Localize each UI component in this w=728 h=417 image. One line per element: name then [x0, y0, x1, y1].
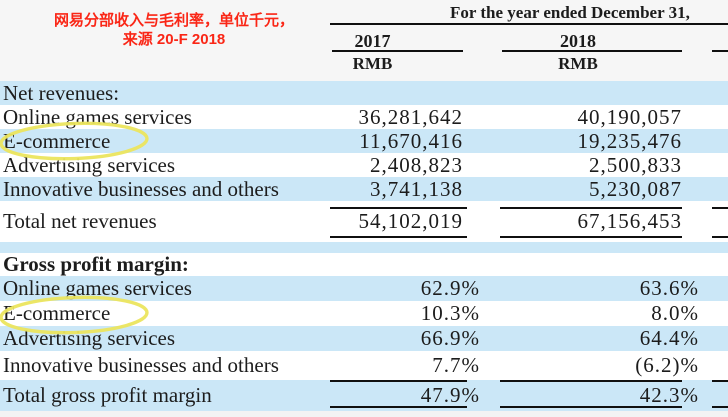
margin-total-topline-2018: [500, 380, 682, 382]
table-row: Advertising services 66.9% 64.4%: [0, 326, 728, 351]
table-row: Innovative businesses and others 7.7% (6…: [0, 351, 728, 380]
annotation-line-1: 网易分部收入与毛利率，单位千元，: [53, 12, 294, 29]
row-label: E-commerce: [3, 128, 111, 153]
value-2017: 47.9%: [420, 383, 480, 407]
row-label: Innovative businesses and others: [3, 176, 279, 201]
period-title-rule: [330, 23, 728, 25]
value-2018: 19,235,476: [577, 128, 682, 153]
total-gross-profit-margin-row: Total gross profit margin 47.9% 42.3%: [0, 380, 728, 411]
value-2018: 8.0%: [651, 301, 699, 325]
value-2018: 63.6%: [639, 276, 699, 300]
value-2017: 7.7%: [432, 353, 480, 377]
year-label-2017: 2017: [354, 31, 391, 51]
currency-label-2018: RMB: [558, 54, 598, 73]
value-2017: 11,670,416: [359, 128, 463, 153]
net-revenues-heading-row: Net revenues:: [0, 81, 728, 105]
value-2018: 40,190,057: [577, 104, 682, 129]
annotation-line-2: 来源 20-F 2018: [122, 31, 226, 48]
table-row: Advertising services 2,408,823 2,500,833: [0, 153, 728, 177]
gross-profit-margin-heading-row: Gross profit margin:: [0, 252, 728, 276]
value-2017: 54,102,019: [358, 209, 463, 233]
value-2017: 36,281,642: [358, 104, 463, 129]
row-label: E-commerce: [3, 301, 111, 325]
value-2018: 67,156,453: [577, 209, 682, 233]
row-label: Online games services: [3, 276, 192, 300]
currency-label-2017: RMB: [352, 54, 393, 73]
value-2018: 64.4%: [639, 326, 699, 350]
total-topline-fragment: [712, 207, 728, 209]
margin-total-underline-2017: [330, 406, 467, 408]
row-label: Advertising services: [3, 326, 176, 350]
table-row: Online games services 62.9% 63.6%: [0, 276, 728, 301]
margin-total-topline-2017: [330, 380, 467, 382]
value-2017: 3,741,138: [370, 176, 463, 201]
value-2018: 42.3%: [639, 383, 699, 407]
total-underline-fragment: [712, 236, 728, 238]
annotation-note: 网易分部收入与毛利率，单位千元， 来源 20-F 2018: [35, 11, 313, 49]
section-heading: Net revenues:: [3, 80, 120, 105]
year-rule-next-column-fragment: [712, 50, 728, 52]
table-row: E-commerce 10.3% 8.0%: [0, 301, 728, 326]
value-2017: 62.9%: [420, 276, 480, 300]
row-label: Online games services: [3, 104, 192, 129]
table-row: Innovative businesses and others 3,741,1…: [0, 177, 728, 201]
header-band: [0, 0, 728, 81]
footer-band: [0, 411, 728, 417]
total-topline-2017: [330, 207, 467, 209]
total-net-revenues-row: Total net revenues 54,102,019 67,156,453: [0, 201, 728, 242]
value-2017: 10.3%: [420, 301, 480, 325]
table-row: Online games services 36,281,642 40,190,…: [0, 105, 728, 129]
total-topline-2018: [500, 207, 682, 209]
margin-total-underline-fragment: [712, 406, 728, 408]
row-label: Total gross profit margin: [3, 383, 212, 407]
margin-total-underline-2018: [500, 406, 682, 408]
value-2018: (6.2)%: [635, 353, 699, 377]
spacer-row: [0, 242, 728, 253]
row-label: Advertising services: [3, 152, 176, 177]
section-gross-profit-margin: Gross profit margin: Online games servic…: [0, 252, 728, 411]
year-rule-2018: [502, 50, 682, 52]
value-2018: 2,500,833: [589, 152, 682, 177]
value-2018: 5,230,087: [589, 176, 682, 201]
row-label: Total net revenues: [3, 209, 157, 233]
year-rule-2017: [332, 50, 463, 52]
period-title: For the year ended December 31,: [450, 3, 690, 22]
value-2017: 66.9%: [420, 326, 480, 350]
table-row: E-commerce 11,670,416 19,235,476: [0, 129, 728, 153]
margin-total-topline-fragment: [712, 380, 728, 382]
year-label-2018: 2018: [560, 31, 596, 51]
total-underline-2017: [330, 236, 467, 238]
section-net-revenues: Net revenues: Online games services 36,2…: [0, 81, 728, 253]
section-heading: Gross profit margin:: [3, 252, 189, 276]
total-underline-2018: [500, 236, 682, 238]
row-label: Innovative businesses and others: [3, 353, 279, 377]
value-2017: 2,408,823: [370, 152, 463, 177]
